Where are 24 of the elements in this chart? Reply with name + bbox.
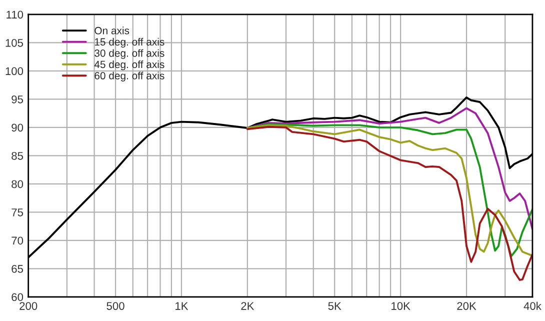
y-tick-label: 65 xyxy=(12,264,24,273)
y-tick-label: 80 xyxy=(12,180,24,188)
x-tick-label: 10K xyxy=(392,302,410,310)
legend-label: 45 deg. off axis xyxy=(94,60,164,70)
x-tick-label: 20K xyxy=(457,302,476,310)
x-tick-label: 1K xyxy=(176,302,188,310)
y-tick-label: 85 xyxy=(12,152,24,160)
x-tick-label: 500 xyxy=(106,302,124,310)
x-tick-label: 40k xyxy=(524,302,542,310)
y-tick-label: 60 xyxy=(12,293,24,302)
y-tick-label: 95 xyxy=(12,95,24,104)
x-tick-label: 200 xyxy=(20,302,38,310)
legend-label: On axis xyxy=(94,26,130,34)
y-tick-label: 100 xyxy=(6,67,24,76)
y-tick-label: 105 xyxy=(6,38,24,47)
y-tick-label: 70 xyxy=(12,236,24,245)
legend-label: 60 deg. off axis xyxy=(94,72,164,82)
legend-label: 15 deg. off axis xyxy=(94,38,164,48)
x-tick-label: 5K xyxy=(328,302,342,310)
y-tick-label: 110 xyxy=(6,10,24,19)
legend-label: 30 deg. off axis xyxy=(94,49,164,59)
y-tick-label: 90 xyxy=(12,124,24,132)
x-tick-label: 2K xyxy=(241,302,254,310)
y-tick-label: 75 xyxy=(12,208,24,216)
